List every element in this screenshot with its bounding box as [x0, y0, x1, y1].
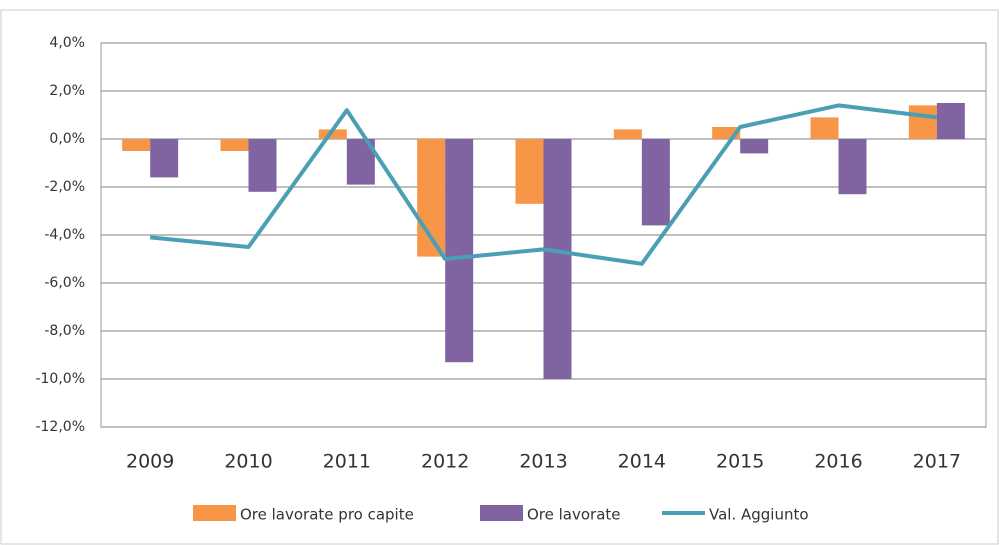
legend-label: Ore lavorate pro capite: [240, 506, 414, 524]
y-tick-label: -12,0%: [35, 419, 85, 435]
bar: [936, 103, 965, 139]
bar: [318, 129, 347, 139]
legend-swatch: [480, 505, 523, 521]
x-tick-label: 2017: [913, 451, 961, 473]
bar: [445, 139, 474, 363]
x-tick-label: 2016: [814, 451, 862, 473]
x-tick-label: 2014: [618, 451, 666, 473]
y-tick-label: -4,0%: [44, 227, 85, 243]
bar: [810, 117, 839, 139]
bar: [613, 129, 642, 139]
y-tick-label: -8,0%: [44, 323, 85, 339]
bar: [740, 139, 769, 154]
x-tick-label: 2012: [421, 451, 469, 473]
y-tick-label: -6,0%: [44, 275, 85, 291]
y-tick-label: -2,0%: [44, 179, 85, 195]
bar: [543, 139, 572, 379]
y-tick-label: 0,0%: [49, 131, 85, 147]
bar: [641, 139, 670, 226]
bar: [220, 139, 249, 151]
y-tick-label: 2,0%: [49, 83, 85, 99]
bar: [838, 139, 867, 195]
y-tick-label: 4,0%: [49, 35, 85, 51]
x-tick-label: 2013: [519, 451, 567, 473]
x-tick-label: 2009: [126, 451, 174, 473]
legend-label: Ore lavorate: [527, 506, 621, 524]
legend-label: Val. Aggiunto: [709, 506, 809, 524]
legend-swatch: [193, 505, 236, 521]
bar: [908, 105, 937, 139]
y-tick-label: -10,0%: [35, 371, 85, 387]
bar: [122, 139, 151, 151]
x-tick-label: 2015: [716, 451, 764, 473]
x-tick-label: 2010: [224, 451, 272, 473]
bar: [248, 139, 277, 192]
bar: [150, 139, 179, 178]
bar: [515, 139, 544, 204]
x-tick-label: 2011: [323, 451, 371, 473]
line: [149, 103, 938, 266]
chart-frame: [0, 9, 999, 545]
